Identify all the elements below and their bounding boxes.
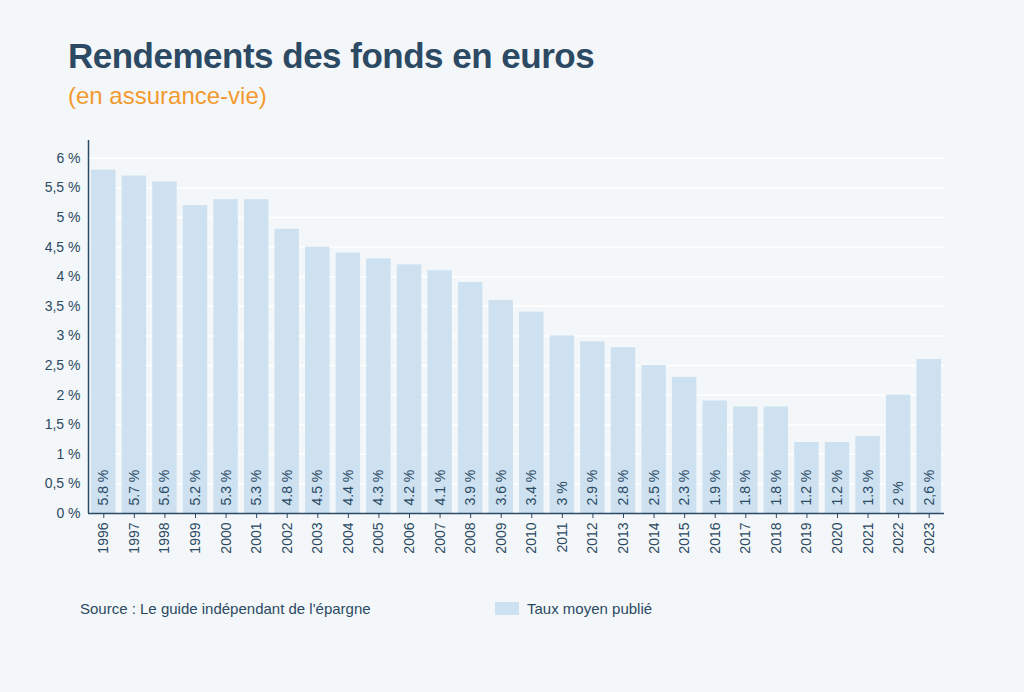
svg-text:5.3 %: 5.3 % xyxy=(248,470,264,506)
svg-text:2022: 2022 xyxy=(890,522,906,553)
svg-text:2005: 2005 xyxy=(370,522,386,553)
svg-text:2006: 2006 xyxy=(401,522,417,553)
svg-text:2010: 2010 xyxy=(523,522,539,553)
svg-text:5 %: 5 % xyxy=(56,209,80,225)
svg-text:5,5 %: 5,5 % xyxy=(45,179,81,195)
svg-text:2002: 2002 xyxy=(279,522,295,553)
svg-text:2017: 2017 xyxy=(737,522,753,553)
svg-text:2 %: 2 % xyxy=(890,481,906,505)
svg-text:2021: 2021 xyxy=(860,522,876,553)
svg-text:5.2 %: 5.2 % xyxy=(187,470,203,506)
svg-text:2016: 2016 xyxy=(707,522,723,553)
svg-text:5.3 %: 5.3 % xyxy=(218,470,234,506)
svg-text:0 %: 0 % xyxy=(56,505,80,521)
svg-text:4.2 %: 4.2 % xyxy=(401,470,417,506)
svg-text:3.6 %: 3.6 % xyxy=(493,470,509,506)
html-text:Rendements des fonds en euros: Rendements des fonds en euros xyxy=(68,36,595,75)
svg-text:2.9 %: 2.9 % xyxy=(584,470,600,506)
svg-text:6 %: 6 % xyxy=(56,150,80,166)
svg-text:2008: 2008 xyxy=(462,522,478,553)
svg-text:2011: 2011 xyxy=(554,522,570,552)
svg-text:1.9 %: 1.9 % xyxy=(707,470,723,506)
svg-text:4,5 %: 4,5 % xyxy=(45,239,81,255)
svg-text:4.8 %: 4.8 % xyxy=(279,470,295,506)
svg-text:2003: 2003 xyxy=(309,522,325,553)
svg-text:2001: 2001 xyxy=(248,522,264,553)
svg-text:2,5 %: 2,5 % xyxy=(45,357,81,373)
svg-text:1 %: 1 % xyxy=(56,446,80,462)
svg-text:5.6 %: 5.6 % xyxy=(156,470,172,506)
svg-text:4 %: 4 % xyxy=(56,268,80,284)
svg-text:2.8 %: 2.8 % xyxy=(615,470,631,506)
svg-text:2.3 %: 2.3 % xyxy=(676,470,692,506)
svg-text:1996: 1996 xyxy=(95,522,111,553)
svg-text:2018: 2018 xyxy=(768,522,784,553)
svg-text:1.2 %: 1.2 % xyxy=(798,470,814,506)
svg-text:2019: 2019 xyxy=(798,522,814,553)
html-text:Source : Le guide indépendant: Source : Le guide indépendant de l'éparg… xyxy=(80,600,371,617)
svg-text:2009: 2009 xyxy=(493,522,509,553)
svg-text:2000: 2000 xyxy=(218,522,234,553)
svg-text:1.2 %: 1.2 % xyxy=(829,470,845,506)
svg-text:5.8 %: 5.8 % xyxy=(95,470,111,506)
svg-text:2015: 2015 xyxy=(676,522,692,553)
svg-text:0,5 %: 0,5 % xyxy=(45,475,81,491)
svg-text:4.1 %: 4.1 % xyxy=(432,470,448,506)
svg-text:2023: 2023 xyxy=(921,522,937,553)
svg-text:2013: 2013 xyxy=(615,522,631,553)
html-text:(en assurance-vie): (en assurance-vie) xyxy=(68,82,267,109)
svg-text:2 %: 2 % xyxy=(56,387,80,403)
svg-text:2014: 2014 xyxy=(646,522,662,553)
svg-text:3.4 %: 3.4 % xyxy=(523,470,539,506)
svg-text:4.3 %: 4.3 % xyxy=(370,470,386,506)
svg-text:3,5 %: 3,5 % xyxy=(45,298,81,314)
svg-text:2020: 2020 xyxy=(829,522,845,553)
svg-text:1,5 %: 1,5 % xyxy=(45,416,81,432)
svg-text:1.3 %: 1.3 % xyxy=(860,470,876,506)
svg-text:1997: 1997 xyxy=(126,522,142,553)
svg-text:3 %: 3 % xyxy=(554,481,570,505)
svg-text:3 %: 3 % xyxy=(56,327,80,343)
svg-text:2.5 %: 2.5 % xyxy=(646,470,662,506)
svg-text:3.9 %: 3.9 % xyxy=(462,470,478,506)
svg-text:1.8 %: 1.8 % xyxy=(768,470,784,506)
svg-text:4.5 %: 4.5 % xyxy=(309,470,325,506)
svg-text:2004: 2004 xyxy=(340,522,356,553)
svg-text:2012: 2012 xyxy=(584,522,600,553)
svg-text:1999: 1999 xyxy=(187,522,203,553)
svg-text:2,6 %: 2,6 % xyxy=(921,470,937,506)
svg-text:1998: 1998 xyxy=(156,522,172,553)
html-text:Taux moyen publié: Taux moyen publié xyxy=(527,600,653,617)
svg-text:1.8 %: 1.8 % xyxy=(737,470,753,506)
svg-text:2007: 2007 xyxy=(432,522,448,553)
svg-text:4.4 %: 4.4 % xyxy=(340,470,356,506)
svg-text:5.7 %: 5.7 % xyxy=(126,470,142,506)
